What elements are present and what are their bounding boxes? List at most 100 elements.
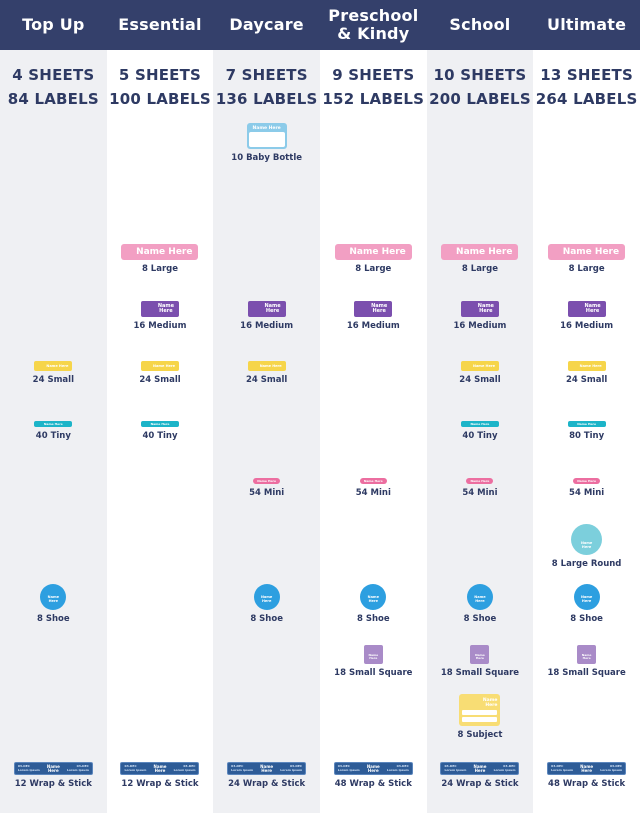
label-item-caption: 24 Small <box>139 375 181 385</box>
sample-text: Name Here <box>43 422 63 426</box>
sample-text: Name <box>368 652 379 657</box>
label-item-wrap: 03-DEC Lorem ipsum Name Here 03-DEC Lorem ips… <box>320 762 427 789</box>
sample-text: Name <box>371 303 388 309</box>
label-item-medium: Name Here 16 Medium <box>107 301 214 331</box>
label-item-bottle: Name Here 10 Baby Bottle <box>213 123 320 163</box>
sample-text: Name Here <box>153 364 175 368</box>
pack-name-text: Ultimate <box>547 15 627 34</box>
label-item-shoe: Name Here 8 Shoe <box>320 584 427 624</box>
pack-name-text: Preschool & Kindy <box>328 6 419 43</box>
shoe-label-preview: Name Here <box>40 584 67 610</box>
sample-text: Lorem ipsum <box>493 767 516 772</box>
pack-name: School <box>426 0 534 50</box>
pack-column-essential[interactable]: Essential 5 SHEETS 100 LABELS Name Here 8 La… <box>106 0 214 813</box>
sample-text: Name <box>580 595 593 599</box>
label-item-shoe: Name Here 8 Shoe <box>213 584 320 624</box>
sheet-count: 13 SHEETS <box>540 66 633 84</box>
wrap-mid: Name Here <box>580 764 593 773</box>
label-item-subject: Name Here 8 Subject <box>427 694 534 740</box>
wrap-label-preview: 03-DEC Lorem ipsum Name Here 03-DEC Lorem ips… <box>227 762 307 775</box>
sample-text: Lorem ipsum <box>280 767 303 772</box>
subject-label-preview: Name Here <box>459 694 501 726</box>
label-item-caption: 8 Shoe <box>356 614 390 624</box>
pack-column-daycare[interactable]: Daycare 7 SHEETS 136 LABELS Name Here 10 Bab… <box>213 0 320 813</box>
sample-text: Lorem ipsum <box>600 767 623 772</box>
medium-label-preview: Name Here <box>354 301 393 317</box>
label-item-mini: Name Here 54 Mini <box>427 478 534 498</box>
label-item-large: Name Here 8 Large <box>107 244 214 274</box>
label-item-caption: 54 Mini <box>355 488 391 498</box>
label-item-mini: Name Here 54 Mini <box>533 478 640 498</box>
label-item-wrap: 03-DEC Lorem ipsum Name Here 03-DEC Lorem ips… <box>107 762 214 789</box>
label-item-large: Name Here 8 Large <box>533 244 640 274</box>
square-label-preview: Name Here <box>577 645 597 664</box>
wrap-label-preview: 03-DEC Lorem ipsum Name Here 03-DEC Lorem ips… <box>547 762 627 775</box>
mini-label-preview: Name Here <box>466 478 494 484</box>
subject-line <box>462 717 498 722</box>
sample-text: Name Here <box>470 479 490 483</box>
label-item-small: Name Here 24 Small <box>427 361 534 385</box>
square-label-preview: Name Here <box>470 645 490 664</box>
label-item-wrap: 03-DEC Lorem ipsum Name Here 03-DEC Lorem ips… <box>533 762 640 789</box>
sample-text: 03-DEC <box>183 764 196 768</box>
sample-text: Name <box>366 763 380 769</box>
pack-name-text: Top Up <box>22 15 85 34</box>
sample-text: Here <box>369 656 378 660</box>
sample-text: Name <box>260 595 273 599</box>
sample-text: Name Here <box>252 126 281 131</box>
small-label-preview: Name Here <box>567 361 606 371</box>
sample-text: 03-DEC <box>231 764 244 768</box>
square-label-preview: Name Here <box>363 645 383 664</box>
sample-text: Here <box>261 599 272 603</box>
sheet-count: 7 SHEETS <box>225 66 308 84</box>
large-label-preview: Name Here <box>334 244 412 260</box>
sample-text: Name <box>474 595 486 599</box>
sample-text: 03-DEC <box>551 764 564 768</box>
label-item-caption: 54 Mini <box>569 488 605 498</box>
sample-text: Here <box>368 599 378 603</box>
pack-column-preschool-kindy[interactable]: Preschool & Kindy 9 SHEETS 152 LABELS Name … <box>319 0 427 813</box>
wrap-label-preview: 03-DEC Lorem ipsum Name Here 03-DEC Lorem ips… <box>120 762 200 775</box>
pack-column-ultimate[interactable]: Ultimate 13 SHEETS 264 LABELS Name Here 8 La… <box>533 0 640 813</box>
wrap-left: 03-DEC Lorem ipsum <box>551 764 573 772</box>
wrap-label-preview: 03-DEC Lorem ipsum Name Here 03-DEC Lorem ips… <box>440 762 520 775</box>
pack-name-text: Essential <box>118 15 202 34</box>
tiny-label-preview: Name Here <box>460 421 499 427</box>
pack-column-school[interactable]: School 10 SHEETS 200 LABELS Name Here 8 Larg… <box>426 0 534 813</box>
label-item-caption: 24 Small <box>32 375 74 385</box>
sample-text: Name <box>473 763 487 769</box>
subject-line <box>462 710 498 715</box>
wrap-left: 03-DEC Lorem ipsum <box>444 764 467 772</box>
wrap-mid: Name Here <box>366 763 380 773</box>
label-item-caption: 40 Tiny <box>35 431 71 441</box>
label-item-caption: 8 Shoe <box>250 614 283 624</box>
pack-counts: 7 SHEETS 136 LABELS <box>213 63 320 111</box>
label-item-large: Name Here 8 Large <box>427 244 534 274</box>
sample-text: Here <box>159 308 173 314</box>
shoe-label-preview: Name Here <box>573 584 600 610</box>
sample-text: Lorem ipsum <box>17 767 40 772</box>
sample-text: 03-DEC <box>337 764 350 768</box>
sample-text: Name <box>46 763 60 769</box>
label-item-shoe: Name Here 8 Shoe <box>0 584 107 624</box>
label-item-caption: 16 Medium <box>240 321 294 331</box>
pack-name-text: Daycare <box>229 15 304 34</box>
medium-label-preview: Name Here <box>140 301 179 317</box>
large-label-preview: Name Here <box>121 244 199 260</box>
sample-text: Name Here <box>562 247 620 257</box>
label-item-caption: 24 Small <box>565 375 608 385</box>
label-item-caption: 8 Large <box>568 264 605 274</box>
sample-text: Lorem ipsum <box>444 767 467 772</box>
wrap-mid: Name Here <box>473 763 487 773</box>
wrap-right: 03-DEC Lorem ipsum <box>280 764 303 772</box>
sample-text: Name Here <box>46 364 69 368</box>
label-item-wrap: 03-DEC Lorem ipsum Name Here 03-DEC Lorem ips… <box>0 762 107 789</box>
label-item-caption: 8 Large <box>461 264 498 274</box>
pack-column-top-up[interactable]: Top Up 4 SHEETS 84 LABELS Name Here 24 Small… <box>0 0 107 813</box>
sample-text: Name <box>367 595 379 599</box>
label-item-caption: 24 Small <box>245 375 288 385</box>
sample-text: Here <box>581 599 592 603</box>
shoe-label-preview: Name Here <box>253 584 280 610</box>
label-item-caption: 18 Small Square <box>440 668 520 678</box>
